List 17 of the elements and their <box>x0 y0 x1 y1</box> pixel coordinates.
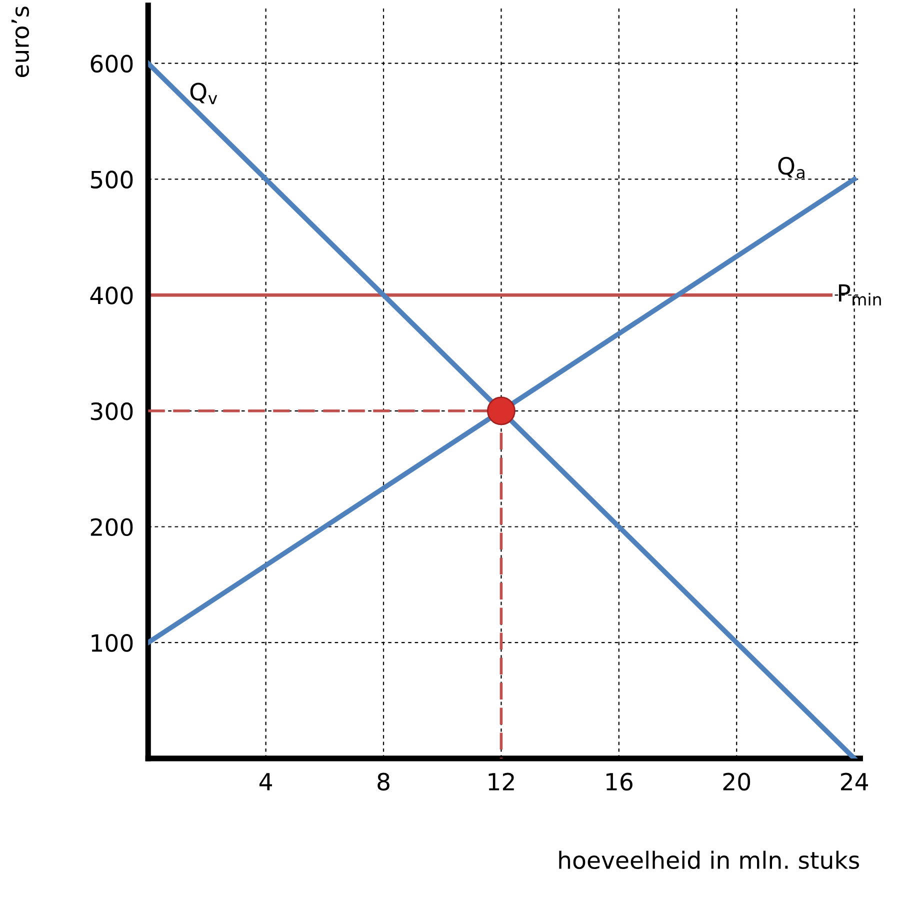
y-tick-label: 300 <box>90 402 133 420</box>
x-tick-label: 20 <box>723 772 750 791</box>
x-axis-title: hoeveelheid in mln. stuks <box>559 850 860 870</box>
y-tick-label: 500 <box>90 170 133 189</box>
y-tick-label: 200 <box>90 518 133 536</box>
x-tick-label: 24 <box>841 772 868 790</box>
x-tick-label: 4 <box>259 773 272 790</box>
x-tick-label: 8 <box>378 772 390 791</box>
y-tick-label: 400 <box>90 286 133 304</box>
ref-line-label: P$_{min}$ <box>838 284 881 306</box>
y-axis-title: euro’s <box>11 6 30 78</box>
x-tick-label: 12 <box>488 772 514 790</box>
y-tick-label: 100 <box>92 634 133 652</box>
series-label: Q$_{v}$ <box>190 82 218 104</box>
x-tick-label: 16 <box>606 772 632 791</box>
y-tick-label: 600 <box>90 54 133 73</box>
series-label: Q$_{a}$ <box>778 156 804 179</box>
